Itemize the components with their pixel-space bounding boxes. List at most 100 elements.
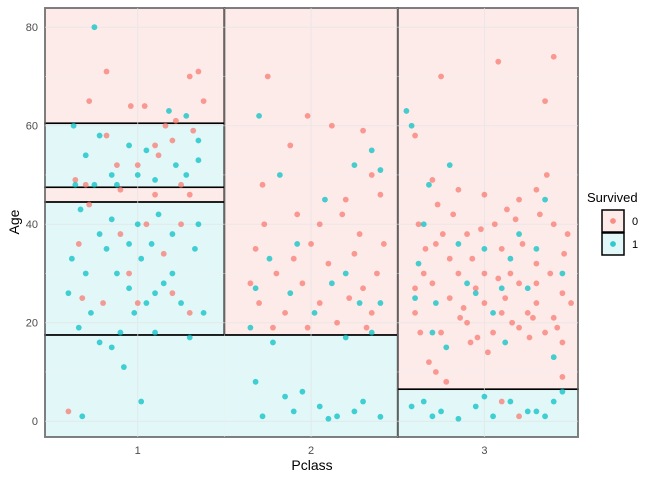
- point-survived-0: [564, 231, 571, 237]
- point-survived-1: [559, 388, 566, 395]
- point-survived-0: [446, 255, 453, 262]
- point-survived-0: [374, 270, 380, 277]
- point-survived-0: [495, 58, 502, 65]
- point-survived-0: [377, 191, 384, 198]
- point-survived-0: [325, 260, 332, 267]
- point-survived-0: [103, 132, 110, 139]
- point-survived-0: [360, 127, 366, 134]
- point-survived-1: [126, 285, 132, 292]
- y-tick-label: 20: [26, 318, 38, 330]
- point-survived-0: [316, 300, 323, 306]
- point-survived-1: [82, 152, 89, 159]
- point-survived-0: [334, 319, 340, 326]
- point-survived-1: [290, 408, 297, 415]
- point-survived-1: [507, 398, 514, 405]
- point-survived-0: [542, 329, 548, 336]
- region-0: [44, 186, 226, 203]
- point-survived-1: [368, 329, 375, 336]
- point-survived-1: [533, 408, 540, 415]
- point-survived-0: [516, 324, 522, 331]
- point-survived-0: [412, 285, 418, 292]
- point-survived-1: [192, 245, 198, 252]
- point-survived-1: [68, 255, 75, 262]
- point-survived-1: [446, 162, 453, 169]
- point-survived-0: [169, 137, 176, 144]
- point-survived-0: [460, 305, 467, 311]
- point-survived-1: [342, 334, 349, 341]
- point-survived-1: [96, 231, 103, 237]
- point-survived-1: [377, 167, 384, 173]
- point-survived-0: [117, 231, 124, 237]
- point-survived-0: [186, 73, 193, 80]
- point-survived-0: [346, 295, 353, 302]
- point-survived-1: [559, 270, 566, 277]
- point-survived-1: [550, 354, 557, 361]
- point-survived-1: [429, 329, 436, 336]
- point-survived-1: [96, 132, 103, 139]
- point-survived-1: [108, 216, 115, 223]
- point-survived-0: [457, 314, 464, 321]
- point-survived-0: [559, 339, 566, 346]
- point-survived-1: [103, 245, 110, 252]
- point-survived-0: [467, 339, 474, 346]
- point-survived-1: [490, 413, 496, 420]
- point-survived-0: [304, 324, 311, 331]
- point-survived-1: [148, 241, 155, 247]
- point-survived-0: [261, 221, 268, 228]
- point-survived-1: [276, 172, 283, 178]
- point-survived-0: [351, 250, 358, 257]
- point-survived-0: [426, 359, 432, 366]
- point-survived-1: [138, 398, 145, 405]
- point-survived-1: [322, 196, 328, 203]
- point-survived-1: [77, 206, 84, 213]
- point-survived-1: [126, 142, 132, 149]
- point-survived-0: [152, 191, 158, 198]
- point-survived-1: [108, 344, 115, 351]
- point-survived-1: [351, 162, 358, 169]
- point-survived-1: [65, 290, 72, 297]
- y-axis-ticks: 0 20 40 60 80: [26, 22, 38, 428]
- point-survived-0: [412, 309, 418, 316]
- point-survived-1: [114, 181, 120, 188]
- point-survived-0: [432, 369, 439, 375]
- point-survived-0: [134, 162, 141, 169]
- point-survived-0: [450, 211, 457, 218]
- point-survived-1: [432, 300, 439, 306]
- point-survived-1: [443, 344, 450, 351]
- point-survived-0: [190, 127, 197, 134]
- point-survived-1: [155, 211, 162, 218]
- point-survived-1: [377, 300, 384, 306]
- point-survived-0: [509, 319, 516, 326]
- point-survived-0: [178, 181, 184, 188]
- point-survived-0: [550, 221, 557, 228]
- point-survived-0: [339, 211, 346, 218]
- point-survived-0: [516, 280, 522, 287]
- region-1: [44, 122, 226, 189]
- point-survived-0: [554, 324, 561, 331]
- point-survived-0: [172, 117, 179, 124]
- point-survived-0: [464, 319, 470, 326]
- x-axis-title: Pclass: [291, 457, 332, 473]
- y-tick-label: 0: [32, 416, 38, 428]
- point-survived-1: [328, 280, 335, 287]
- point-survived-0: [360, 285, 366, 292]
- point-survived-1: [120, 364, 127, 370]
- point-survived-0: [412, 132, 418, 139]
- point-survived-1: [481, 245, 488, 252]
- point-survived-0: [304, 112, 311, 119]
- point-survived-0: [316, 221, 323, 228]
- point-survived-0: [498, 398, 505, 405]
- point-survived-1: [143, 147, 150, 154]
- point-survived-0: [481, 270, 488, 277]
- point-survived-0: [86, 201, 93, 208]
- x-tick-label: 3: [481, 445, 487, 457]
- point-survived-0: [438, 329, 444, 336]
- point-survived-0: [152, 142, 158, 149]
- point-survived-1: [195, 157, 202, 164]
- point-survived-0: [264, 73, 271, 80]
- point-survived-1: [464, 280, 470, 287]
- point-survived-1: [412, 295, 418, 302]
- point-survived-0: [432, 241, 439, 247]
- point-survived-0: [287, 142, 294, 149]
- region-0: [44, 7, 226, 125]
